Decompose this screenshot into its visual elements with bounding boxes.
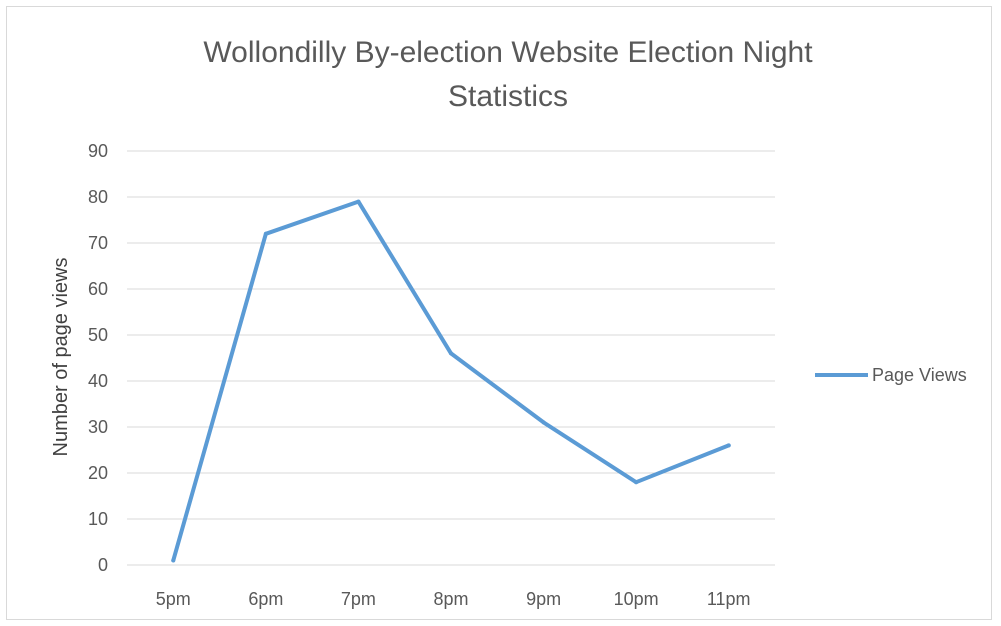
y-tick-label: 20 [88, 463, 108, 483]
x-tick-label: 11pm [707, 589, 751, 609]
data-point-8pm [449, 351, 453, 356]
data-point-7pm [356, 199, 361, 204]
x-tick-label: 9pm [526, 589, 561, 609]
y-tick-label: 90 [88, 141, 108, 161]
y-tick-label: 80 [88, 187, 108, 207]
y-axis-title: Number of page views [50, 258, 72, 457]
y-tick-label: 60 [88, 279, 108, 299]
chart-title-line-2: Statistics [448, 80, 568, 113]
x-tick-label: 7pm [341, 589, 376, 609]
legend-label-page-views: Page Views [872, 365, 967, 385]
x-axis-ticks: 5pm 6pm 7pm 8pm 9pm 10pm 11pm [156, 589, 751, 609]
data-point-11pm [726, 443, 731, 448]
x-tick-label: 6pm [248, 589, 283, 609]
data-point-5pm [171, 558, 176, 563]
x-tick-label: 5pm [156, 589, 191, 609]
data-point-10pm [634, 480, 639, 485]
legend: Page Views [815, 365, 967, 385]
y-axis-ticks: 0 10 20 30 40 50 60 70 80 90 [88, 141, 108, 575]
data-point-6pm [263, 231, 268, 236]
gridlines [127, 150, 775, 566]
y-tick-label: 30 [88, 417, 108, 437]
y-tick-label: 70 [88, 233, 108, 253]
y-tick-label: 40 [88, 371, 108, 391]
series-group [171, 199, 731, 563]
chart-title-line-1: Wollondilly By-election Website Election… [203, 36, 813, 69]
x-tick-label: 8pm [433, 589, 468, 609]
y-tick-label: 50 [88, 325, 108, 345]
y-tick-label: 0 [98, 555, 108, 575]
data-point-9pm [541, 420, 546, 425]
y-tick-label: 10 [88, 509, 108, 529]
chart-frame [6, 6, 992, 620]
x-tick-label: 10pm [614, 589, 659, 609]
